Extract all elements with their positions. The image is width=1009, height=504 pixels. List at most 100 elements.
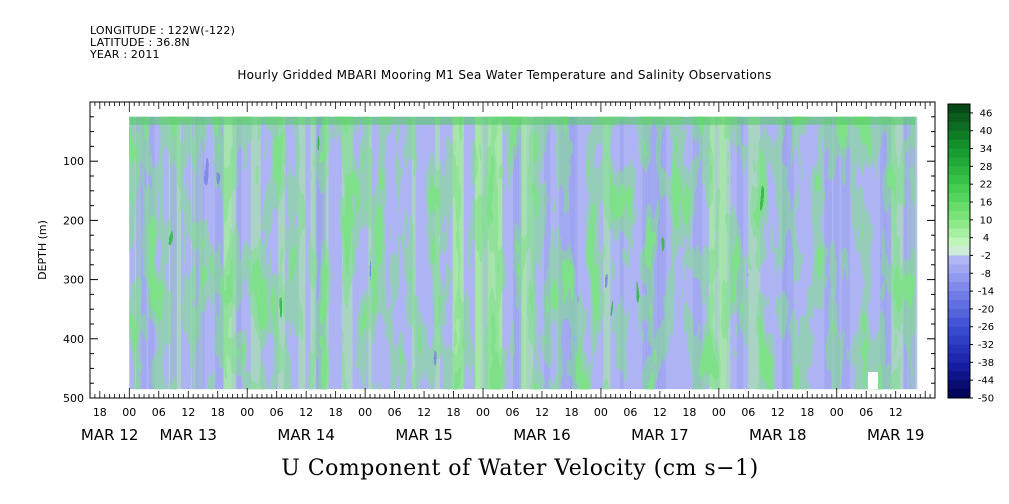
heatmap-field [129, 116, 918, 390]
x-hour-label: 00 [476, 406, 490, 419]
x-hour-label: 06 [859, 406, 873, 419]
x-date-label: MAR 14 [277, 426, 334, 444]
colorbar-frame [947, 103, 971, 399]
colorbar-label: 22 [980, 180, 993, 191]
x-date-label: MAR 15 [395, 426, 452, 444]
x-date-label: MAR 17 [631, 426, 688, 444]
heatmap-dark-green-zones [129, 116, 916, 390]
colorbar-segment [948, 380, 970, 390]
x-hour-label: 00 [358, 406, 372, 419]
colorbar-segment [948, 184, 970, 194]
x-date-label: MAR 19 [867, 426, 924, 444]
x-hour-label: 18 [800, 406, 814, 419]
colorbar-label: 40 [980, 126, 993, 137]
colorbar-segment [948, 344, 970, 354]
colorbar-label: -32 [978, 340, 994, 351]
colorbar-label: -8 [981, 269, 991, 280]
colorbar-segment [948, 300, 970, 310]
x-date-label: MAR 12 [81, 426, 138, 444]
x-hour-label: 18 [682, 406, 696, 419]
colorbar-segment [948, 219, 970, 230]
x-hour-label: 06 [506, 406, 520, 419]
x-hour-label: 00 [122, 406, 136, 419]
x-hour-label: 18 [564, 406, 578, 419]
chart-title: Hourly Gridded MBARI Mooring M1 Sea Wate… [237, 68, 772, 82]
colorbar-segment [948, 112, 970, 123]
longitude-label: LONGITUDE : 122W(-122) [90, 24, 236, 37]
colorbar-label: 34 [980, 144, 993, 155]
colorbar-label: -20 [978, 304, 994, 315]
colorbar-segment [948, 353, 970, 363]
colorbar-label: 10 [980, 215, 993, 226]
colorbar-label: -44 [978, 376, 994, 387]
colorbar-segment [948, 255, 970, 265]
colorbar-segment [948, 237, 970, 247]
colorbar-label: 16 [980, 198, 993, 209]
colorbar-segment [948, 246, 970, 256]
colorbar-label: -14 [978, 287, 994, 298]
colorbar-segment [948, 166, 970, 176]
colorbar-label: 46 [980, 108, 993, 119]
x-hour-label: 12 [417, 406, 431, 419]
latitude-label: LATITUDE : 36.8N [90, 36, 190, 49]
surface-band [129, 116, 916, 125]
colorbar-segment [948, 130, 970, 141]
x-hour-label: 00 [240, 406, 254, 419]
colorbar-label: -26 [978, 322, 994, 333]
y-tick-label: 500 [63, 392, 84, 405]
x-hour-label: 06 [270, 406, 284, 419]
colorbar-segment [948, 264, 970, 274]
y-tick-label: 100 [63, 155, 84, 168]
colorbar-label: -2 [981, 251, 991, 262]
x-hour-label: 06 [152, 406, 166, 419]
colorbar-segment [948, 121, 970, 132]
y-tick-label: 200 [63, 214, 84, 227]
x-hour-label: 06 [623, 406, 637, 419]
x-hour-label: 12 [181, 406, 195, 419]
x-hour-label: 18 [93, 406, 107, 419]
colorbar-segment [948, 193, 970, 203]
colorbar-segment [948, 139, 970, 149]
x-date-label: MAR 13 [160, 426, 217, 444]
y-tick-label: 400 [63, 333, 84, 346]
colorbar-segment [948, 148, 970, 158]
colorbar-segment [948, 335, 970, 345]
colorbar-segment [948, 362, 970, 372]
colorbar-segment [948, 282, 970, 292]
x-hour-label: 00 [830, 406, 844, 419]
y-axis-label: DEPTH (m) [36, 220, 49, 280]
x-hour-label: 18 [329, 406, 343, 419]
colorbar-segment [948, 202, 970, 212]
colorbar-label: 4 [983, 233, 989, 244]
colorbar-segment [948, 157, 970, 167]
colorbar-label: 28 [980, 162, 993, 173]
x-hour-label: 12 [535, 406, 549, 419]
colorbar-segment [948, 228, 970, 239]
x-date-label: MAR 16 [513, 426, 570, 444]
x-hour-label: 06 [388, 406, 402, 419]
colorbar: 46 40 34 28 22 16 10 4 -2 -8 -14 -20 -26 -32 -38 -44 -50 [947, 103, 994, 405]
x-hour-label: 06 [741, 406, 755, 419]
colorbar-segment [948, 291, 970, 301]
x-hour-label: 12 [299, 406, 313, 419]
x-hour-label: 00 [712, 406, 726, 419]
colorbar-segment [948, 210, 970, 221]
x-hour-label: 00 [594, 406, 608, 419]
x-hour-label: 18 [447, 406, 461, 419]
chart-subtitle: U Component of Water Velocity (cm s−1) [281, 456, 759, 481]
x-hour-label: 12 [889, 406, 903, 419]
x-date-label: MAR 18 [749, 426, 806, 444]
colorbar-segment [948, 389, 970, 399]
x-hour-label: 12 [771, 406, 785, 419]
missing-data-gap [868, 372, 878, 390]
x-hour-label: 18 [211, 406, 225, 419]
colorbar-label: -38 [978, 358, 994, 369]
colorbar-segment [948, 308, 970, 319]
colorbar-segment [948, 371, 970, 381]
colorbar-segment [948, 326, 970, 337]
year-label: YEAR : 2011 [90, 48, 160, 61]
y-tick-label: 300 [63, 274, 84, 287]
colorbar-segment [948, 273, 970, 283]
x-hour-label: 12 [653, 406, 667, 419]
